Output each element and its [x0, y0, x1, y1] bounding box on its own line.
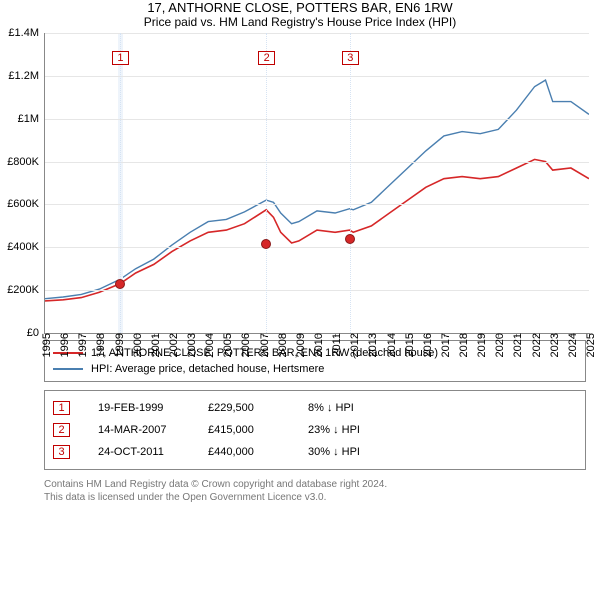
marker-dot	[345, 234, 355, 244]
y-gridline	[45, 119, 589, 120]
x-tick-label: 2005	[218, 333, 234, 357]
x-tick-label: 2004	[200, 333, 216, 357]
y-gridline	[45, 204, 589, 205]
event-badge: 2	[53, 423, 70, 437]
marker-badge: 1	[112, 51, 129, 65]
y-tick-label: £200K	[7, 284, 45, 296]
x-tick-label: 2014	[382, 333, 398, 357]
event-date: 24-OCT-2011	[98, 446, 208, 458]
event-diff: 30% ↓ HPI	[308, 446, 577, 458]
marker-badge: 2	[258, 51, 275, 65]
x-tick-label: 2022	[527, 333, 543, 357]
y-tick-label: £600K	[7, 198, 45, 210]
y-tick-label: £1.2M	[8, 70, 45, 82]
event-badge: 3	[53, 445, 70, 459]
chart: £0£200K£400K£600K£800K£1M£1.2M£1.4M19951…	[44, 33, 588, 334]
y-gridline	[45, 76, 589, 77]
event-row: 2 14-MAR-2007£415,00023% ↓ HPI	[53, 419, 577, 441]
x-tick-label: 2019	[472, 333, 488, 357]
series-red	[45, 159, 589, 301]
x-tick-label: 2018	[454, 333, 470, 357]
event-diff: 23% ↓ HPI	[308, 424, 577, 436]
event-diff: 8% ↓ HPI	[308, 402, 577, 414]
series-blue	[45, 80, 589, 299]
marker-dot	[261, 239, 271, 249]
legend-swatch	[53, 368, 83, 370]
page-title: 17, ANTHORNE CLOSE, POTTERS BAR, EN6 1RW	[0, 0, 600, 15]
x-tick-label: 2025	[581, 333, 597, 357]
x-tick-label: 2015	[400, 333, 416, 357]
y-tick-label: £800K	[7, 156, 45, 168]
y-tick-label: £400K	[7, 241, 45, 253]
x-tick-label: 2023	[545, 333, 561, 357]
x-tick-label: 1998	[91, 333, 107, 357]
x-tick-label: 2024	[563, 333, 579, 357]
x-tick-label: 1995	[37, 333, 53, 357]
x-tick-label: 2007	[255, 333, 271, 357]
legend-row: HPI: Average price, detached house, Hert…	[53, 361, 577, 377]
y-gridline	[45, 290, 589, 291]
marker-line	[350, 33, 352, 333]
y-gridline	[45, 247, 589, 248]
event-price: £415,000	[208, 424, 308, 436]
y-tick-label: £1.4M	[8, 27, 45, 39]
chart-svg	[45, 33, 589, 333]
x-tick-label: 1999	[110, 333, 126, 357]
events-table: 1 19-FEB-1999£229,5008% ↓ HPI 2 14-MAR-2007…	[44, 390, 586, 470]
event-row: 3 24-OCT-2011£440,00030% ↓ HPI	[53, 441, 577, 463]
x-tick-label: 2011	[327, 333, 343, 357]
x-tick-label: 2002	[164, 333, 180, 357]
x-tick-label: 2012	[345, 333, 361, 357]
legend-label: HPI: Average price, detached house, Hert…	[91, 363, 324, 375]
x-tick-label: 2009	[291, 333, 307, 357]
event-price: £440,000	[208, 446, 308, 458]
x-tick-label: 2020	[490, 333, 506, 357]
x-tick-label: 2016	[418, 333, 434, 357]
y-gridline	[45, 162, 589, 163]
marker-line	[266, 33, 268, 333]
x-tick-label: 2006	[236, 333, 252, 357]
x-tick-label: 2001	[146, 333, 162, 357]
event-price: £229,500	[208, 402, 308, 414]
event-badge: 1	[53, 401, 70, 415]
event-date: 19-FEB-1999	[98, 402, 208, 414]
page-subtitle: Price paid vs. HM Land Registry's House …	[0, 15, 600, 29]
x-tick-label: 1996	[55, 333, 71, 357]
page: 17, ANTHORNE CLOSE, POTTERS BAR, EN6 1RW…	[0, 0, 600, 590]
x-tick-label: 1997	[73, 333, 89, 357]
event-row: 1 19-FEB-1999£229,5008% ↓ HPI	[53, 397, 577, 419]
footer: Contains HM Land Registry data © Crown c…	[44, 478, 586, 504]
y-gridline	[45, 33, 589, 34]
x-tick-label: 2008	[273, 333, 289, 357]
x-tick-label: 2013	[363, 333, 379, 357]
marker-dot	[115, 279, 125, 289]
x-tick-label: 2000	[128, 333, 144, 357]
x-tick-label: 2021	[508, 333, 524, 357]
y-tick-label: £1M	[18, 113, 45, 125]
marker-badge: 3	[342, 51, 359, 65]
x-tick-label: 2010	[309, 333, 325, 357]
footer-line: This data is licensed under the Open Gov…	[44, 491, 586, 504]
x-tick-label: 2017	[436, 333, 452, 357]
event-date: 14-MAR-2007	[98, 424, 208, 436]
plot-area: £0£200K£400K£600K£800K£1M£1.2M£1.4M19951…	[44, 33, 589, 334]
footer-line: Contains HM Land Registry data © Crown c…	[44, 478, 586, 491]
x-tick-label: 2003	[182, 333, 198, 357]
